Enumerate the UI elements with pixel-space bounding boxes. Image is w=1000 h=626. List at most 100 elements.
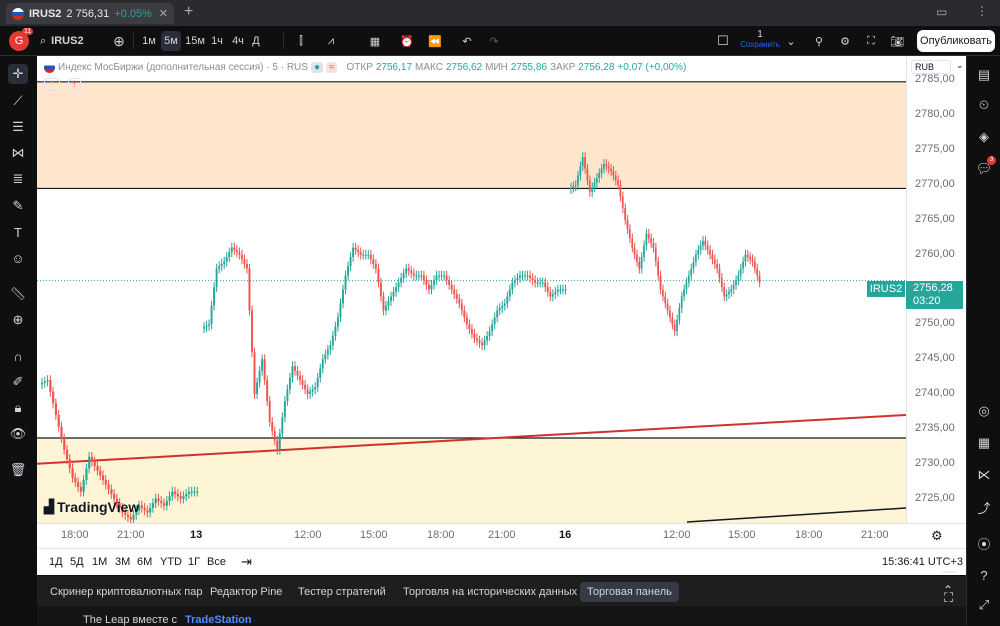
signal-icon[interactable]: ⦿ (977, 536, 991, 552)
browser-tab[interactable]: IRUS2 2 756,31 +0.05% ✕ (6, 3, 174, 24)
lock-drawings-icon[interactable]: ✐ (12, 374, 24, 389)
expand-icon[interactable]: ⤢ (978, 597, 990, 612)
date-range-icon[interactable]: ⇥ (241, 554, 252, 569)
ruler-icon[interactable]: 📏︎ (9, 286, 27, 301)
help-icon[interactable]: ? (980, 567, 988, 583)
support-resistance-zone (37, 81, 906, 189)
interval-5m[interactable]: 5м (161, 31, 181, 51)
interval-1d[interactable]: Д (252, 35, 260, 47)
minimize-icon[interactable]: — (943, 564, 955, 578)
replay-icon[interactable]: ⏪ (428, 35, 442, 48)
pine-scripts-icon[interactable]: ⤴ (977, 500, 991, 516)
alert-icon[interactable]: ⏰ (400, 35, 414, 48)
candle-body (228, 252, 231, 257)
quick-search-icon[interactable]: ⚲ (814, 35, 824, 48)
tab-strategy-tester[interactable]: Тестер стратегий (298, 586, 386, 598)
candle-body (570, 187, 572, 190)
candles-icon[interactable]: ⫿ (299, 34, 303, 47)
candle-body (52, 391, 55, 404)
alerts-clock-icon[interactable]: ⏲ (978, 97, 990, 112)
chevron-down-icon[interactable]: ⌄ (786, 35, 796, 48)
range-3m[interactable]: 3М (115, 556, 131, 568)
compare-add-icon[interactable]: ⊕ (113, 32, 125, 49)
pattern-icon[interactable]: ⋈ (11, 145, 25, 160)
currency-select[interactable]: RUB (911, 60, 952, 74)
range-1m[interactable]: 1М (92, 556, 108, 568)
time-tick: 21:00 (488, 529, 516, 541)
candle-body (531, 277, 534, 281)
lock-icon[interactable]: 🔒︎ (14, 400, 22, 415)
plus-icon[interactable]: + (184, 3, 194, 20)
camera-icon[interactable]: 📷︎ (890, 35, 904, 48)
text-icon[interactable]: T (14, 224, 22, 240)
range-6m[interactable]: 6М (137, 556, 153, 568)
interval-4h[interactable]: 4ч (232, 35, 244, 47)
more-vertical-icon[interactable]: ⋮ (976, 4, 988, 18)
magnet-icon[interactable]: ∩ (13, 348, 23, 364)
zoom-in-icon[interactable]: ⊕ (12, 312, 24, 327)
collapse-panel-icon[interactable]: ⌃ (943, 583, 954, 597)
screener-icon[interactable]: ⋉ (977, 467, 991, 482)
maximize-panel-icon[interactable]: ⛶ (944, 590, 954, 605)
close-tab-icon[interactable]: ✕ (158, 8, 168, 20)
candle-body (666, 303, 669, 311)
candle-body (600, 168, 603, 174)
layers-icon[interactable]: ◈ (979, 129, 989, 144)
price-tick: 2765,00 (915, 212, 955, 225)
range-1y[interactable]: 1Г (188, 556, 201, 568)
candle-body (478, 340, 481, 343)
candle-body (417, 275, 420, 277)
calendar-icon[interactable]: ▦ (977, 435, 991, 450)
trash-icon[interactable]: 🗑︎ (9, 462, 27, 477)
settings-gear-icon[interactable]: ⚙ (840, 35, 850, 48)
horizontal-lines-icon[interactable]: ☰ (12, 119, 24, 134)
brush-icon[interactable]: ✎ (12, 198, 24, 213)
chart-pane[interactable] (37, 56, 906, 523)
templates-icon[interactable]: ▦ (369, 35, 381, 48)
tab-crypto-screener[interactable]: Скринер криптовалютных пар (50, 586, 203, 598)
range-1d[interactable]: 1Д (49, 556, 63, 568)
chart-canvas[interactable] (37, 56, 906, 523)
eye-icon[interactable]: 👁︎ (9, 426, 27, 441)
layout-select-icon[interactable]: ☐ (717, 33, 729, 48)
redo-icon[interactable]: ↷ (489, 35, 499, 48)
trendline-icon[interactable]: ⟋ (13, 93, 23, 108)
chat-icon[interactable]: 💬︎ (975, 161, 993, 176)
range-5d[interactable]: 5Д (70, 556, 84, 568)
candle-body (171, 491, 174, 497)
publish-button[interactable]: Опубликовать (917, 30, 995, 52)
clock-timezone[interactable]: 15:36:41 UTC+3 (882, 556, 964, 568)
fib-icon[interactable]: ≣ (12, 171, 24, 186)
candle-body (382, 296, 385, 311)
interval-1m[interactable]: 1м (142, 35, 156, 47)
tab-trading-panel[interactable]: Торговая панель (580, 582, 679, 602)
range-ytd[interactable]: YTD (160, 556, 182, 568)
chart-settings-gear-icon[interactable]: ⚙ (931, 528, 943, 543)
tab-pine-editor[interactable]: Редактор Pine (210, 586, 283, 598)
tab-historical-trading[interactable]: Торговля на исторических данных (403, 586, 578, 598)
crosshair-icon[interactable]: ✛ (8, 64, 28, 84)
promo-banner[interactable]: The Leap вместе с TradeStation (37, 606, 966, 626)
save-layout-button[interactable]: 1 Сохранить (740, 30, 780, 50)
time-scale[interactable]: 18:00 21:00 13 12:00 15:00 18:00 21:00 16 12:00 1… (37, 523, 966, 548)
indicators-icon[interactable]: ⩘ (327, 34, 335, 47)
undo-icon[interactable]: ↶ (462, 35, 472, 48)
candle-body (588, 180, 591, 192)
fullscreen-icon[interactable]: ⛶ (867, 34, 875, 47)
target-icon[interactable]: ◎ (978, 403, 990, 418)
avatar[interactable]: G (9, 31, 29, 51)
interval-15m[interactable]: 15м (185, 35, 205, 47)
candle-body (638, 261, 641, 269)
emoji-icon[interactable]: ☺ (11, 250, 25, 266)
range-all[interactable]: Все (207, 556, 226, 568)
collapse-legend-icon[interactable]: ⌃ (44, 78, 60, 91)
interval-1h[interactable]: 1ч (211, 35, 223, 47)
watchlist-icon[interactable]: ▤ (977, 67, 991, 82)
candle-body (261, 359, 264, 371)
window-layout-icon[interactable]: ▭ (936, 5, 948, 19)
candle-body (240, 254, 243, 260)
symbol-search[interactable]: ⌕ IRUS2 (40, 31, 110, 51)
candle-body (647, 233, 650, 239)
warning-icon[interactable]: ! (68, 78, 81, 90)
candle-body (304, 384, 307, 390)
